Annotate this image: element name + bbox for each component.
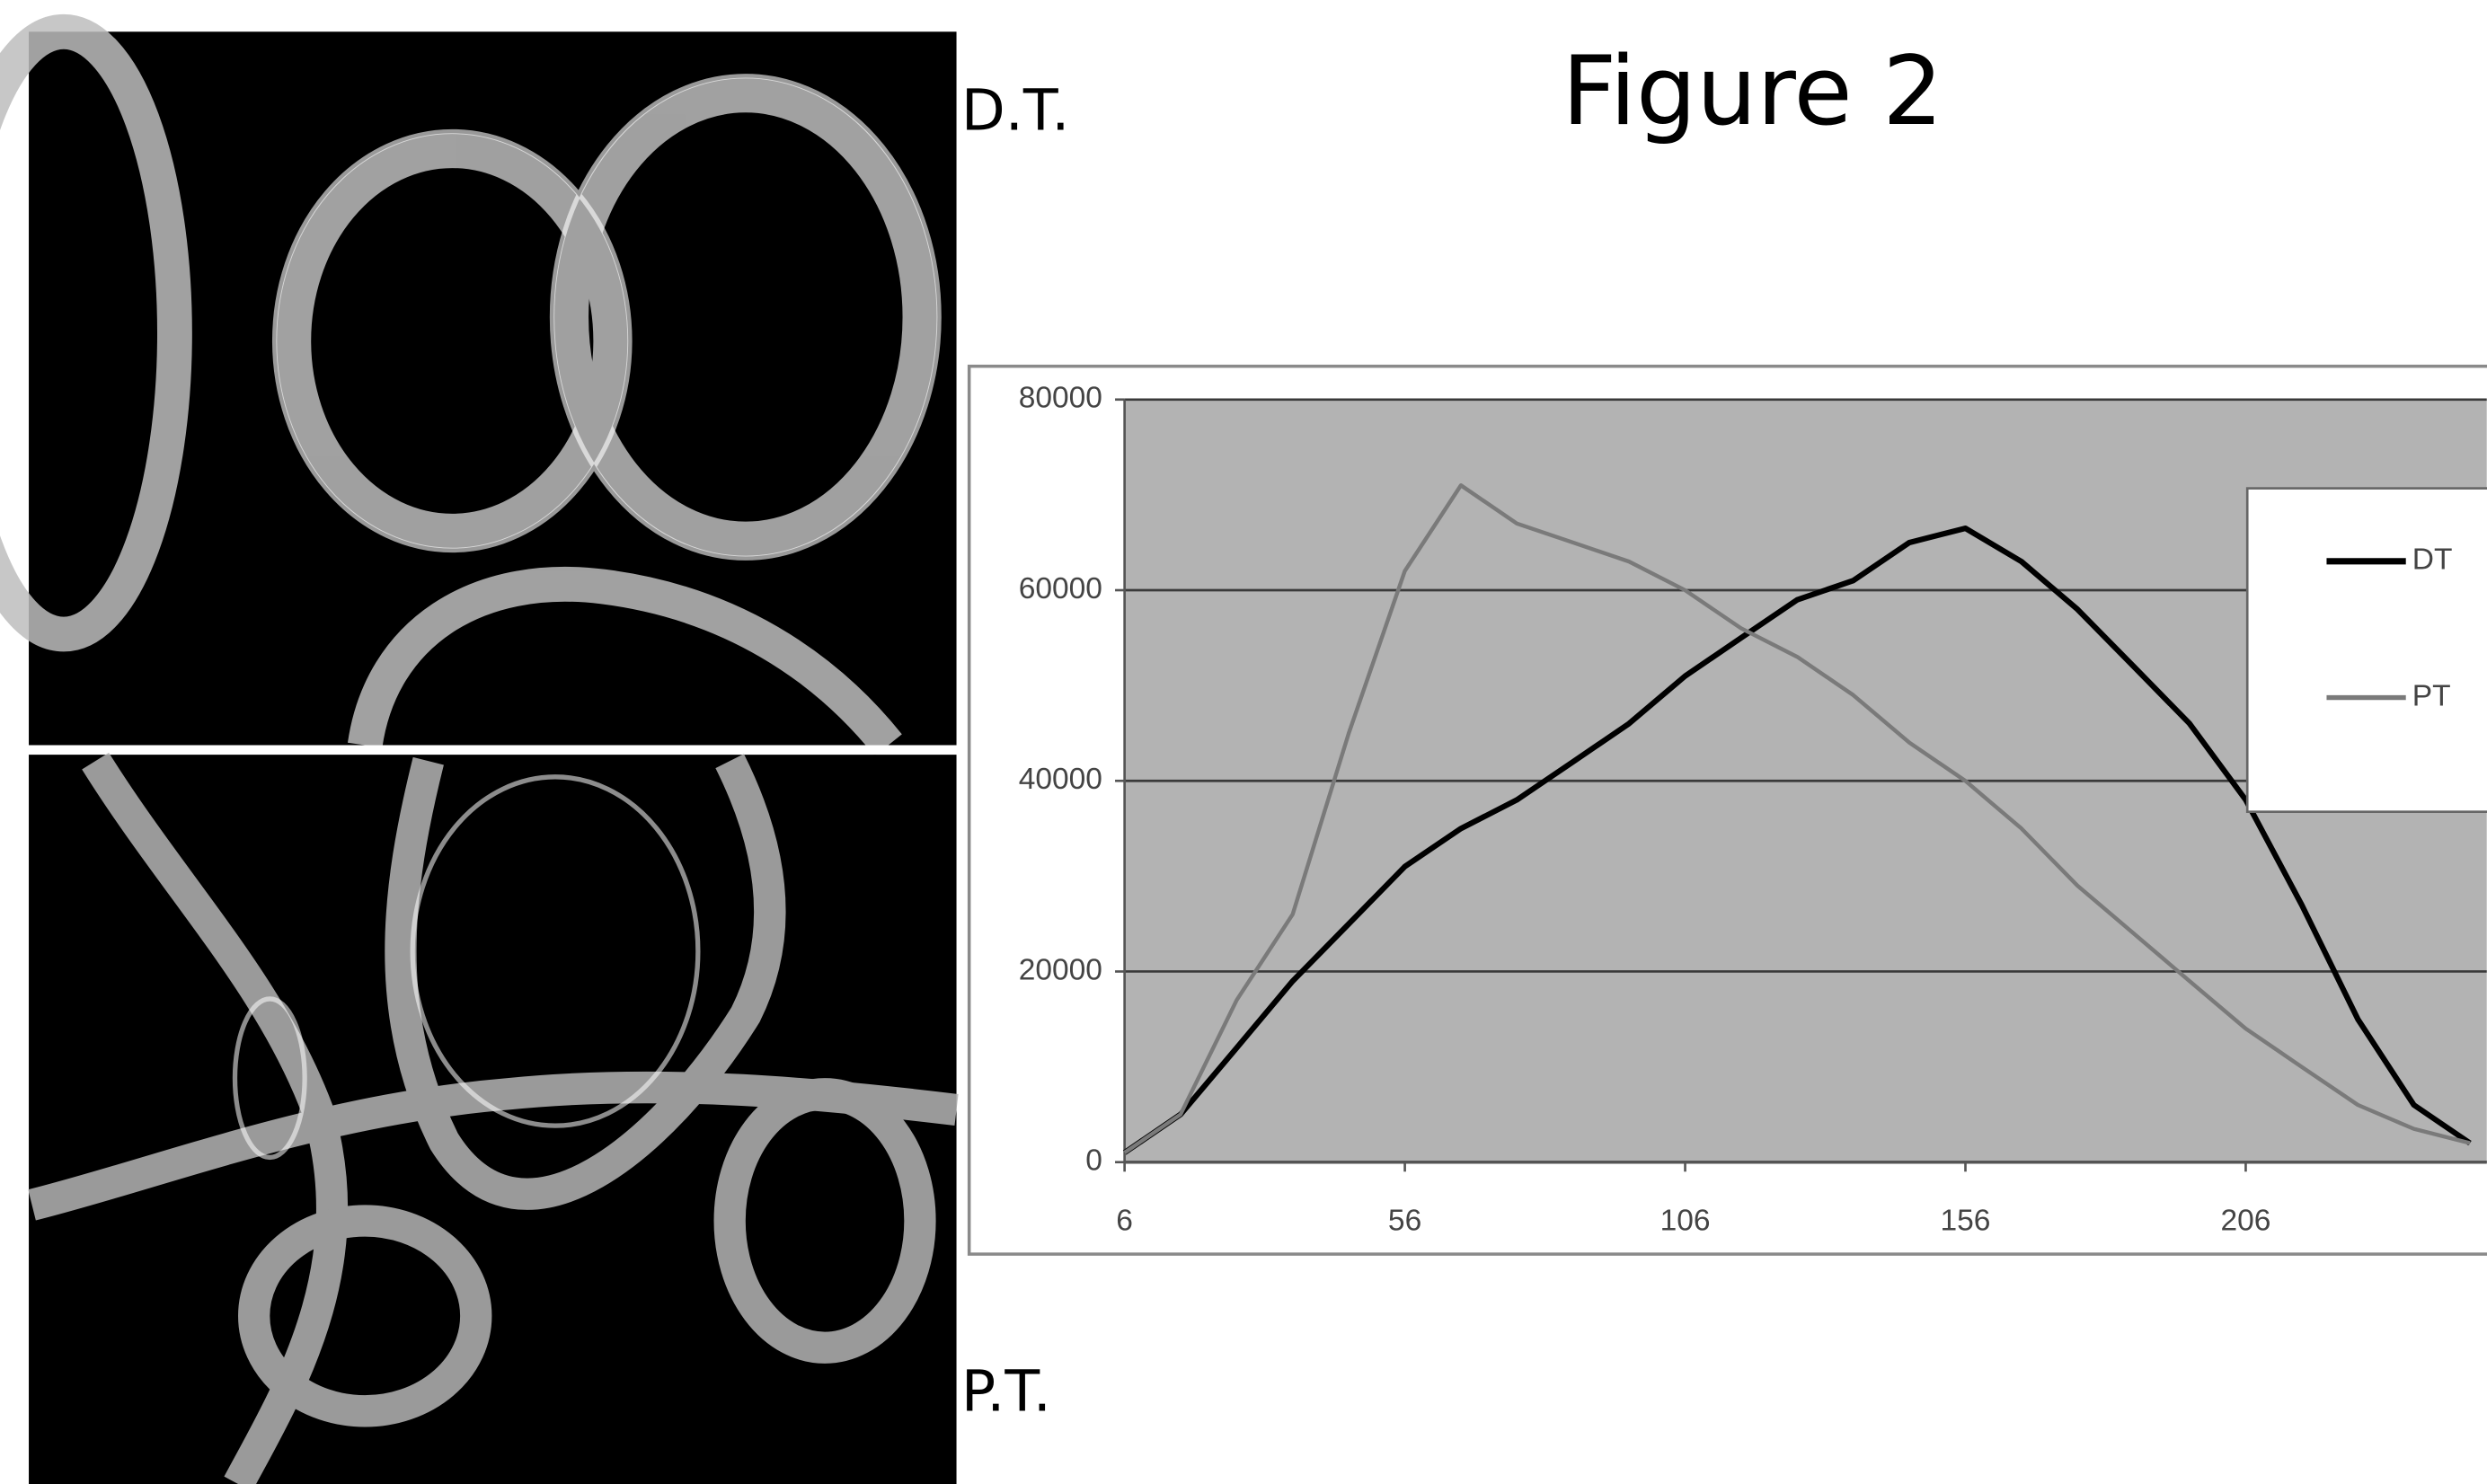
- x-tick-label: 156: [1941, 1205, 1991, 1238]
- x-tick-label: 6: [1116, 1205, 1133, 1238]
- legend-box: [2247, 489, 2487, 812]
- panel-label: P.T.: [961, 1358, 1051, 1425]
- y-tick-label: 40000: [1019, 763, 1102, 796]
- legend-label: PT: [2412, 679, 2451, 712]
- y-tick-label: 0: [1085, 1144, 1102, 1178]
- figure: D.T. P.T. Figure 2 0 20000 40000 60000 80000…: [0, 0, 2487, 1484]
- y-tick-label: 60000: [1019, 572, 1102, 605]
- micrograph-top: [0, 31, 957, 745]
- micrograph-bottom: [29, 755, 957, 1484]
- legend-label: DT: [2412, 543, 2453, 577]
- y-tick-label: 80000: [1019, 382, 1102, 415]
- x-tick-label: 206: [2220, 1205, 2270, 1238]
- x-tick-label: 106: [1660, 1205, 1711, 1238]
- page: D.T. P.T. Figure 2 0 20000 40000 60000 80000…: [0, 0, 2487, 1484]
- x-tick-label: 56: [1388, 1205, 1421, 1238]
- y-tick-label: 20000: [1019, 953, 1102, 986]
- panel-label: D.T.: [961, 77, 1070, 144]
- chart: 0 20000 40000 60000 80000 6 56 106 156 206 DT PT: [1019, 382, 2487, 1238]
- separator: [29, 746, 957, 755]
- figure-title: Figure 2: [1562, 36, 1943, 146]
